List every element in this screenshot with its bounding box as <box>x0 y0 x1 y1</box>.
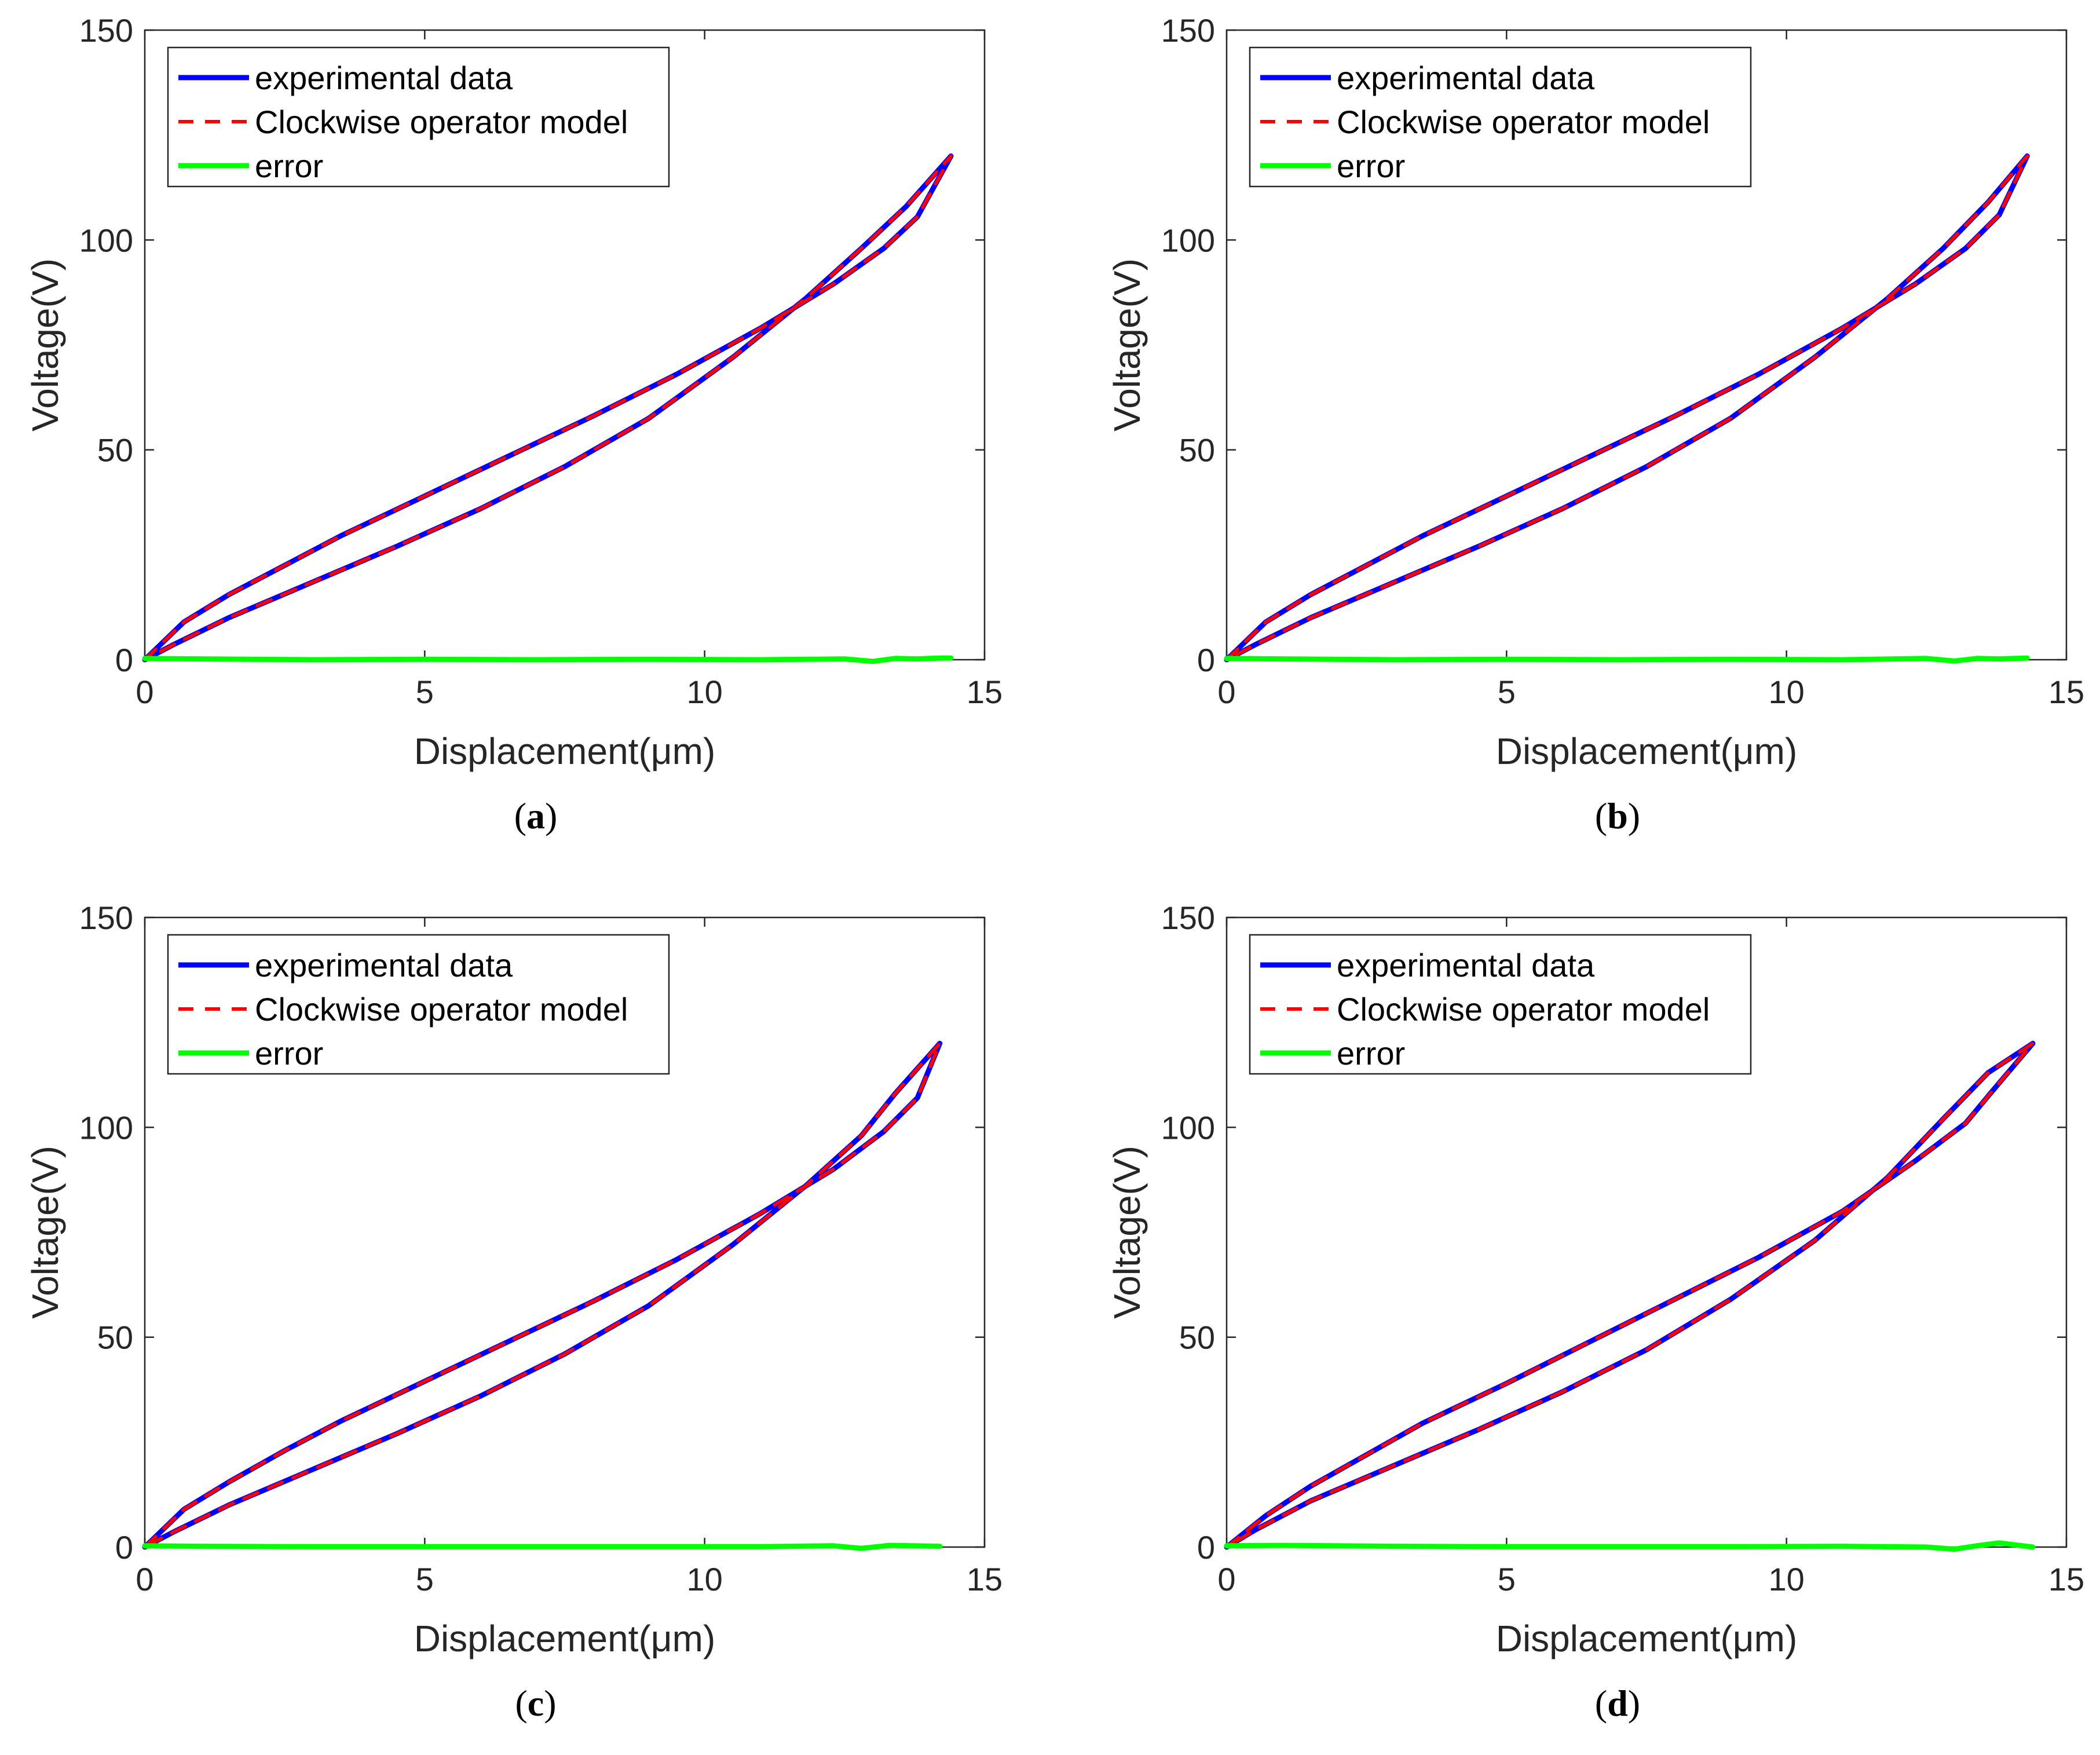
x-axis-label: Displacement(μm) <box>414 730 716 772</box>
x-tick-label: 0 <box>136 674 153 710</box>
panel-label-letter: b <box>1607 795 1628 836</box>
panel-label: (d) <box>1595 1683 1640 1724</box>
y-tick-label: 50 <box>1179 1319 1215 1356</box>
x-tick-label: 15 <box>2048 1561 2084 1597</box>
legend-entry-label: Clockwise operator model <box>1337 104 1710 140</box>
x-tick-label: 10 <box>1769 674 1805 710</box>
legend-entry-label: experimental data <box>255 947 513 983</box>
y-tick-label: 150 <box>79 900 133 936</box>
x-tick-label: 0 <box>1217 674 1235 710</box>
panel-label-letter: d <box>1607 1683 1628 1724</box>
legend-entry-label: error <box>255 1035 323 1072</box>
y-axis-label: Voltage(V) <box>24 258 66 432</box>
panel-label-open-paren: ( <box>515 1683 527 1724</box>
legend-box <box>1249 46 1752 188</box>
y-axis-label: Voltage(V) <box>1106 258 1148 432</box>
legend-entry-label: Clockwise operator model <box>255 104 628 140</box>
y-tick-label: 0 <box>115 642 133 678</box>
panel-label-open-paren: ( <box>514 795 526 836</box>
y-tick-label: 100 <box>79 1109 133 1146</box>
y-tick-label: 0 <box>1197 642 1215 678</box>
y-tick-label: 150 <box>79 12 133 49</box>
x-axis-label: Displacement(μm) <box>1496 730 1798 772</box>
series-line-clockwise-operator-model <box>1225 1041 2035 1549</box>
x-tick-label: 10 <box>687 1561 723 1597</box>
panel-label-open-paren: ( <box>1595 795 1607 836</box>
series-line-error <box>1224 1540 2036 1552</box>
x-tick-label: 5 <box>1498 674 1516 710</box>
y-tick-label: 150 <box>1161 900 1215 936</box>
panel-label-close-paren: ) <box>544 1683 556 1724</box>
x-tick-label: 15 <box>2048 674 2084 710</box>
y-tick-label: 50 <box>97 1319 133 1356</box>
series-line-error <box>142 1542 943 1551</box>
x-tick-label: 5 <box>1498 1561 1516 1597</box>
legend-entry-label: experimental data <box>1337 947 1595 983</box>
y-tick-label: 50 <box>97 432 133 469</box>
legend-entry-label: error <box>1337 1035 1405 1072</box>
y-tick-label: 100 <box>1161 1109 1215 1146</box>
series-line-error <box>142 655 954 664</box>
legend-entry-label: error <box>1337 148 1405 184</box>
x-axis-label: Displacement(μm) <box>414 1618 716 1659</box>
panel-label-open-paren: ( <box>1595 1683 1607 1724</box>
y-tick-label: 0 <box>115 1529 133 1566</box>
panel-label-letter: a <box>526 795 545 836</box>
x-tick-label: 15 <box>967 674 1003 710</box>
panel-label: (a) <box>514 795 558 836</box>
panel-label-close-paren: ) <box>545 795 557 836</box>
legend-entry-label: experimental data <box>1337 60 1595 96</box>
x-tick-label: 10 <box>1769 1561 1805 1597</box>
chart-panel-a: 0 5 10 15050100150Displacement(μm)Voltage(V… <box>24 12 1003 836</box>
legend-entry-label: experimental data <box>255 60 513 96</box>
legend-entry-label: Clockwise operator model <box>1337 991 1710 1028</box>
y-tick-label: 100 <box>1161 222 1215 258</box>
y-axis-label: Voltage(V) <box>1106 1146 1148 1319</box>
legend-entry-label: error <box>255 148 323 184</box>
panel-label-letter: c <box>528 1683 544 1724</box>
x-tick-label: 5 <box>416 674 434 710</box>
panel-label: (c) <box>515 1683 556 1724</box>
series-line-error <box>1224 655 2030 664</box>
series-line-clockwise-operator-model <box>143 1041 942 1549</box>
panel-label-close-paren: ) <box>1628 795 1640 836</box>
x-axis-label: Displacement(μm) <box>1496 1618 1798 1659</box>
chart-panel-c: 0 5 10 15050100150Displacement(μm)Voltage(V… <box>24 900 1003 1724</box>
panel-label: (b) <box>1595 795 1640 836</box>
y-tick-label: 100 <box>79 222 133 258</box>
x-tick-label: 5 <box>416 1561 434 1597</box>
legend-box <box>1249 934 1752 1075</box>
chart-panel-d: 0 5 10 15050100150Displacement(μm)Voltage(V… <box>1106 900 2084 1724</box>
x-tick-label: 10 <box>687 674 723 710</box>
panel-label-close-paren: ) <box>1628 1683 1640 1724</box>
x-tick-label: 0 <box>1217 1561 1235 1597</box>
y-axis-label: Voltage(V) <box>24 1146 66 1319</box>
legend-box <box>167 934 670 1075</box>
chart-panel-b: 0 5 10 15050100150Displacement(μm)Voltage(V… <box>1106 12 2084 836</box>
y-tick-label: 0 <box>1197 1529 1215 1566</box>
y-tick-label: 50 <box>1179 432 1215 469</box>
x-tick-label: 0 <box>136 1561 153 1597</box>
y-tick-label: 150 <box>1161 12 1215 49</box>
x-tick-label: 15 <box>967 1561 1003 1597</box>
series-line-clockwise-operator-model <box>1225 154 2029 661</box>
series-line-clockwise-operator-model <box>143 154 953 661</box>
legend-entry-label: Clockwise operator model <box>255 991 628 1028</box>
legend-box <box>167 46 670 188</box>
